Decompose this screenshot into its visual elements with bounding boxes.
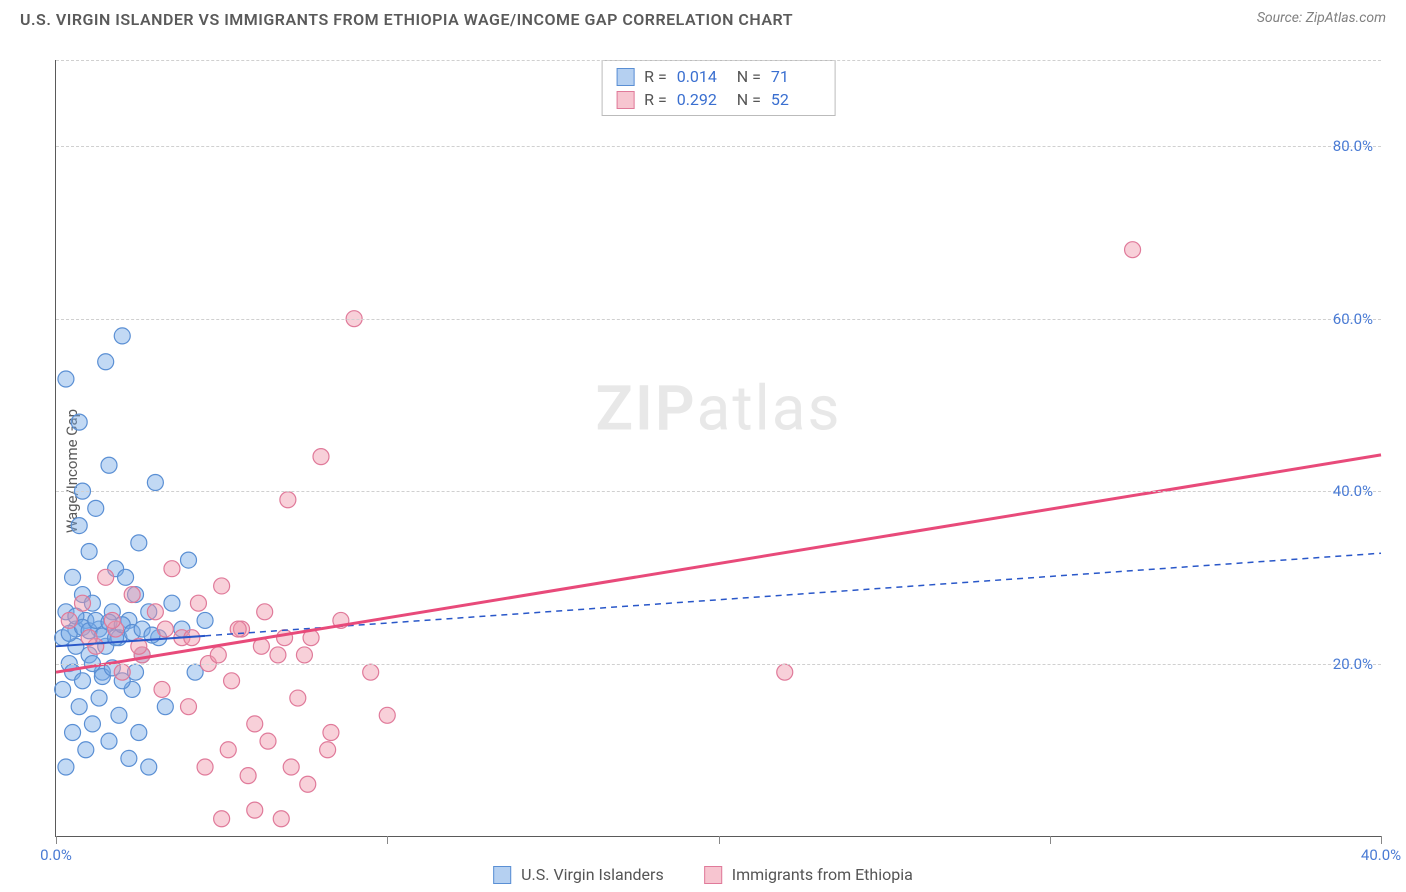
stats-r-label: R =: [644, 67, 667, 86]
chart-title: U.S. VIRGIN ISLANDER VS IMMIGRANTS FROM …: [20, 10, 793, 29]
y-tick-label: 60.0%: [1333, 310, 1373, 328]
stats-legend-row: R = 0.292 N = 52: [616, 88, 821, 111]
stats-n-label: N =: [737, 90, 761, 109]
legend-swatch-pink: [704, 866, 722, 884]
legend-item: U.S. Virgin Islanders: [493, 865, 664, 884]
scatter-plot-svg: [56, 60, 1381, 836]
legend-label: Immigrants from Ethiopia: [732, 865, 913, 884]
legend-swatch-pink: [616, 91, 634, 109]
legend-item: Immigrants from Ethiopia: [704, 865, 913, 884]
stats-n-val: 71: [771, 67, 821, 86]
y-tick-label: 80.0%: [1333, 137, 1373, 155]
x-tick-label: 40.0%: [1361, 846, 1401, 864]
series-legend: U.S. Virgin Islanders Immigrants from Et…: [493, 865, 913, 884]
legend-swatch-blue: [493, 866, 511, 884]
stats-legend: R = 0.014 N = 71 R = 0.292 N = 52: [601, 60, 836, 116]
x-tick-label: 0.0%: [40, 846, 72, 864]
legend-swatch-blue: [616, 68, 634, 86]
chart-header: U.S. VIRGIN ISLANDER VS IMMIGRANTS FROM …: [0, 0, 1406, 34]
legend-label: U.S. Virgin Islanders: [521, 865, 664, 884]
stats-n-label: N =: [737, 67, 761, 86]
chart-wrap: Wage/Income Gap ZIPatlas R = 0.014 N = 7…: [0, 50, 1406, 892]
plot-area: ZIPatlas R = 0.014 N = 71 R = 0.292 N = …: [55, 60, 1381, 837]
stats-r-val: 0.292: [677, 90, 727, 109]
chart-source: Source: ZipAtlas.com: [1257, 10, 1386, 26]
stats-r-val: 0.014: [677, 67, 727, 86]
stats-legend-row: R = 0.014 N = 71: [616, 65, 821, 88]
y-tick-label: 40.0%: [1333, 482, 1373, 500]
y-tick-label: 20.0%: [1333, 655, 1373, 673]
stats-n-val: 52: [771, 90, 821, 109]
stats-r-label: R =: [644, 90, 667, 109]
